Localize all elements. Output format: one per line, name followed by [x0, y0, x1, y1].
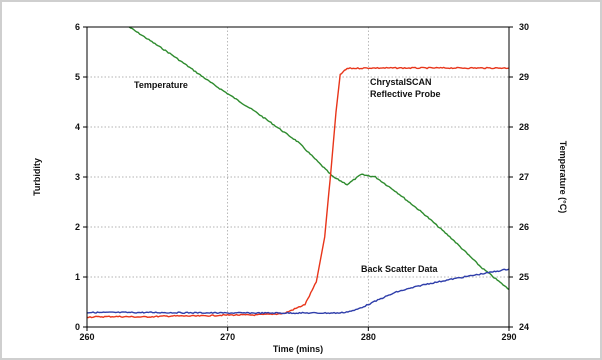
annotation-temperature: Temperature — [134, 80, 188, 90]
annotation-back-scatter: Back Scatter Data — [361, 264, 439, 274]
series-group — [86, 26, 510, 319]
ticks: 260 270 280 290 0 1 2 3 4 5 6 24 25 26 27 28 29 30 — [75, 22, 529, 342]
y2-tick-label: 27 — [519, 172, 529, 182]
y2-tick-label: 28 — [519, 122, 529, 132]
series-line-2 — [86, 268, 510, 315]
x-axis-title: Time (mins) — [273, 344, 323, 354]
y-tick-label: 0 — [75, 322, 80, 332]
x-tick-label: 290 — [501, 332, 516, 342]
x-tick-label: 260 — [79, 332, 94, 342]
y2-tick-label: 29 — [519, 72, 529, 82]
annotation-reflective-probe: Reflective Probe — [370, 89, 441, 99]
y2-tick-label: 26 — [519, 222, 529, 232]
y-tick-label: 4 — [75, 122, 80, 132]
y-tick-label: 2 — [75, 222, 80, 232]
y-tick-label: 1 — [75, 272, 80, 282]
y2-tick-label: 30 — [519, 22, 529, 32]
x-tick-label: 280 — [361, 332, 376, 342]
x-tick-label: 270 — [220, 332, 235, 342]
y-tick-label: 6 — [75, 22, 80, 32]
series-line-1 — [87, 66, 510, 319]
y2-axis-title: Temperature (°C) — [558, 141, 568, 213]
y-tick-label: 3 — [75, 172, 80, 182]
grid — [87, 27, 509, 327]
annotation-chrystalscan: ChrystalSCAN — [370, 77, 432, 87]
series-line-0 — [128, 26, 510, 291]
y2-tick-label: 25 — [519, 272, 529, 282]
y-axis-title: Turbidity — [32, 158, 42, 196]
y-tick-label: 5 — [75, 72, 80, 82]
y2-tick-label: 24 — [519, 322, 529, 332]
